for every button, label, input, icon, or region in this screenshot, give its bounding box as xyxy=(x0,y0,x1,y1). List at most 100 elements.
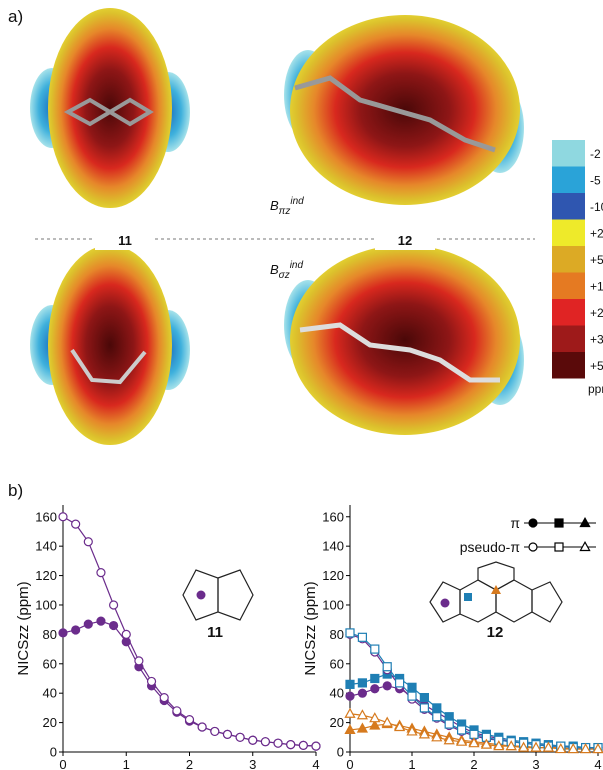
marker xyxy=(395,678,405,688)
label-bg xyxy=(95,228,155,250)
marker xyxy=(96,616,106,626)
marker xyxy=(370,644,380,654)
series-line xyxy=(62,620,317,747)
marker xyxy=(345,628,355,638)
colorbar-label: +2 xyxy=(590,227,603,241)
colorbar-label: +10 xyxy=(590,280,603,294)
marker xyxy=(592,743,603,754)
colorbar-label: +50 xyxy=(590,359,603,373)
marker xyxy=(357,688,367,698)
x-tick-label: 1 xyxy=(408,757,415,770)
y-tick-label: 40 xyxy=(330,686,344,701)
marker xyxy=(146,676,157,687)
marker xyxy=(159,693,169,703)
isosurface-11-sigma xyxy=(30,245,190,445)
compound-label: 11 xyxy=(118,233,132,248)
marker xyxy=(468,737,480,748)
marker xyxy=(210,726,220,737)
marker xyxy=(406,725,418,736)
y-tick-label: 60 xyxy=(43,656,57,671)
marker xyxy=(517,741,530,752)
y-tick-label: 100 xyxy=(35,597,57,612)
marker xyxy=(260,737,270,747)
marker xyxy=(443,734,455,745)
legend-marker xyxy=(554,518,564,528)
y-tick-label: 80 xyxy=(43,627,57,642)
marker xyxy=(298,740,308,750)
marker xyxy=(134,656,144,666)
isosurface-11-pi xyxy=(30,8,190,208)
colorbar-label: +5 xyxy=(590,253,603,267)
inset-label: 11 xyxy=(207,624,223,641)
marker xyxy=(567,743,579,754)
marker xyxy=(286,740,296,750)
isosurface-12-pi xyxy=(284,15,524,205)
x-tick-label: 4 xyxy=(594,757,601,770)
x-tick-label: 2 xyxy=(470,757,477,770)
marker xyxy=(83,619,93,629)
marker xyxy=(370,673,380,684)
marker xyxy=(345,691,355,701)
legend-marker xyxy=(554,542,564,552)
marker xyxy=(71,625,81,635)
marker xyxy=(455,735,468,746)
series-line xyxy=(62,516,317,747)
y-tick-label: 60 xyxy=(330,656,344,671)
y-tick-label: 0 xyxy=(337,745,344,760)
marker xyxy=(419,693,429,703)
legend-label: π xyxy=(510,515,520,531)
marker xyxy=(357,632,367,642)
marker xyxy=(273,738,283,748)
marker xyxy=(58,512,68,522)
y-tick-label: 140 xyxy=(322,539,344,554)
colorbar-label: -2 xyxy=(590,147,601,161)
marker xyxy=(407,682,417,692)
marker xyxy=(432,712,442,722)
compound-label: 12 xyxy=(398,233,412,248)
marker xyxy=(370,684,380,694)
marker xyxy=(344,707,356,718)
inset-label: 12 xyxy=(487,624,504,641)
marker xyxy=(356,722,369,733)
y-tick-label: 0 xyxy=(50,745,57,760)
isosurface-12-sigma xyxy=(284,245,524,435)
charts: 02040608010012014016001234Distance (Å)NI… xyxy=(15,505,603,770)
y-tick-label: 20 xyxy=(43,715,57,730)
colorbar-swatch xyxy=(552,219,585,246)
colorbar-swatch xyxy=(552,272,585,299)
marker xyxy=(579,743,592,754)
marker xyxy=(381,716,393,727)
y-tick-label: 160 xyxy=(322,509,344,524)
y-tick-label: 140 xyxy=(35,539,57,554)
marker xyxy=(530,741,542,752)
legend-marker xyxy=(528,542,538,552)
marker xyxy=(419,703,429,713)
x-tick-label: 0 xyxy=(346,757,353,770)
marker xyxy=(108,620,119,631)
colorbar-label: -5 xyxy=(590,174,601,188)
colorbar-label: +30 xyxy=(590,333,603,347)
marker xyxy=(357,678,367,688)
x-tick-label: 4 xyxy=(312,757,319,770)
colorbar-swatch xyxy=(552,325,585,352)
label-bg xyxy=(375,228,435,250)
x-tick-label: 1 xyxy=(123,757,130,770)
colorbar-swatch xyxy=(552,193,585,220)
marker xyxy=(444,719,454,729)
marker xyxy=(121,629,131,639)
marker xyxy=(108,600,119,610)
marker xyxy=(369,719,381,730)
y-axis-label: NICSzz (ppm) xyxy=(302,581,319,675)
x-tick-label: 2 xyxy=(186,757,193,770)
marker xyxy=(457,725,467,735)
x-tick-label: 0 xyxy=(59,757,66,770)
marker xyxy=(431,731,443,742)
colorbar-swatch xyxy=(552,352,585,379)
marker xyxy=(344,723,356,735)
marker xyxy=(480,738,493,749)
legend-marker xyxy=(579,516,591,528)
marker xyxy=(184,715,195,725)
y-tick-label: 40 xyxy=(43,686,57,701)
marker xyxy=(369,712,381,723)
